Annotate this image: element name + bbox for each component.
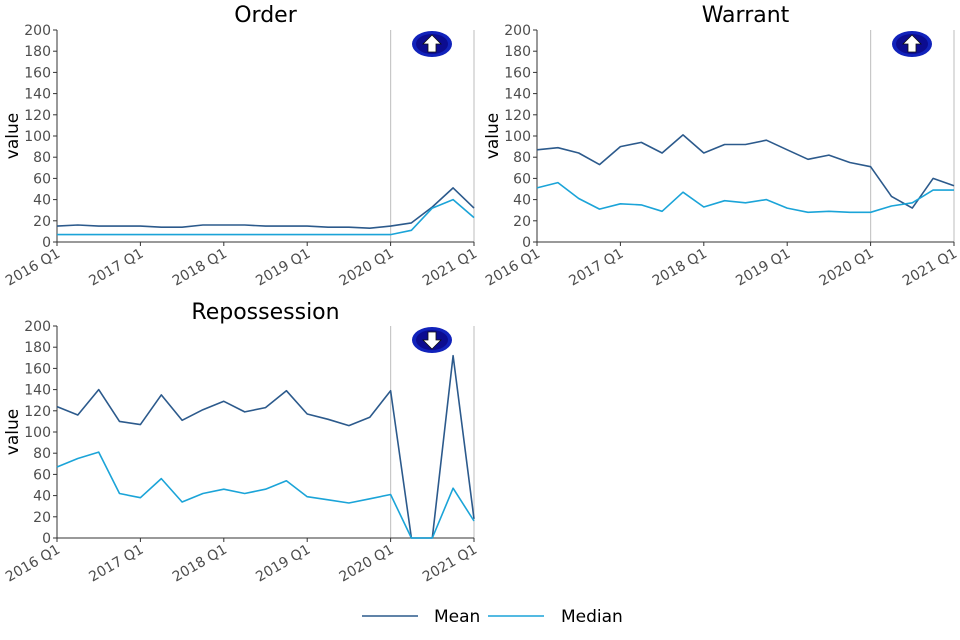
down-arrow-icon bbox=[412, 327, 452, 353]
x-tick-label: 2020 Q1 bbox=[817, 246, 877, 290]
x-tick-label: 2016 Q1 bbox=[3, 542, 63, 586]
y-tick-label: 160 bbox=[24, 65, 51, 81]
y-axis-label: value bbox=[3, 409, 23, 455]
y-tick-label: 140 bbox=[504, 87, 531, 103]
y-tick-label: 20 bbox=[513, 214, 531, 230]
x-tick-label: 2020 Q1 bbox=[337, 246, 397, 290]
y-tick-label: 180 bbox=[24, 340, 51, 356]
y-tick-label: 60 bbox=[33, 171, 51, 187]
y-tick-label: 80 bbox=[33, 150, 51, 166]
x-tick-label: 2021 Q1 bbox=[420, 246, 480, 290]
legend-label-mean: Mean bbox=[434, 607, 480, 627]
x-tick-label: 2018 Q1 bbox=[650, 246, 710, 290]
arrow-glyph bbox=[902, 34, 922, 53]
y-tick-label: 120 bbox=[504, 108, 531, 124]
up-arrow-icon bbox=[412, 31, 452, 57]
y-tick-label: 60 bbox=[33, 467, 51, 483]
y-tick-label: 100 bbox=[504, 129, 531, 145]
y-tick-label: 0 bbox=[522, 235, 531, 251]
y-tick-label: 160 bbox=[504, 65, 531, 81]
series-line-mean bbox=[536, 134, 955, 209]
panel-repossession: Repossession value 0 20 40 60 80 100 120 140 160 18… bbox=[3, 300, 480, 585]
y-tick-label: 140 bbox=[24, 383, 51, 399]
y-tick-label: 120 bbox=[24, 404, 51, 420]
panel-title: Order bbox=[234, 3, 297, 28]
x-tick-label: 2016 Q1 bbox=[3, 246, 63, 290]
series-line-mean bbox=[56, 187, 475, 229]
x-tick-label: 2016 Q1 bbox=[483, 246, 543, 290]
y-tick-label: 80 bbox=[513, 150, 531, 166]
x-tick-label: 2021 Q1 bbox=[420, 542, 480, 586]
y-axis-label: value bbox=[483, 113, 503, 159]
y-tick-label: 120 bbox=[24, 108, 51, 124]
y-tick-label: 180 bbox=[504, 44, 531, 60]
arrow-glyph bbox=[422, 34, 442, 53]
y-tick-label: 40 bbox=[33, 489, 51, 505]
y-tick-label: 200 bbox=[24, 23, 51, 39]
y-tick-label: 40 bbox=[33, 193, 51, 209]
y-tick-label: 20 bbox=[33, 510, 51, 526]
y-tick-label: 140 bbox=[24, 87, 51, 103]
y-tick-label: 180 bbox=[24, 44, 51, 60]
y-axis-label: value bbox=[3, 113, 23, 159]
y-tick-label: 100 bbox=[24, 129, 51, 145]
panel-warrant: Warrant value 0 20 40 60 80 100 120 140 160 180 200 2… bbox=[483, 3, 960, 289]
y-tick-label: 80 bbox=[33, 446, 51, 462]
series-line-median bbox=[57, 198, 475, 236]
series-line-median bbox=[536, 181, 954, 214]
x-tick-label: 2017 Q1 bbox=[86, 246, 146, 290]
y-tick-label: 40 bbox=[513, 193, 531, 209]
panel-order: Order value 0 20 40 60 80 100 120 140 160 180 200 201… bbox=[3, 3, 480, 289]
arrow-glyph bbox=[422, 331, 442, 350]
x-tick-label: 2018 Q1 bbox=[170, 542, 230, 586]
y-tick-label: 100 bbox=[24, 425, 51, 441]
x-tick-label: 2019 Q1 bbox=[253, 246, 313, 290]
x-tick-label: 2017 Q1 bbox=[86, 542, 146, 586]
y-tick-label: 200 bbox=[504, 23, 531, 39]
up-arrow-icon bbox=[892, 31, 932, 57]
legend: Mean Median bbox=[362, 607, 623, 627]
panel-title: Warrant bbox=[702, 3, 790, 28]
series-line-median bbox=[56, 451, 475, 539]
series-line-mean bbox=[56, 354, 475, 539]
x-tick-label: 2017 Q1 bbox=[566, 246, 626, 290]
x-tick-label: 2019 Q1 bbox=[733, 246, 793, 290]
x-tick-label: 2018 Q1 bbox=[170, 246, 230, 290]
y-tick-label: 200 bbox=[24, 319, 51, 335]
legend-label-median: Median bbox=[561, 607, 623, 627]
y-tick-label: 20 bbox=[33, 214, 51, 230]
y-tick-label: 0 bbox=[42, 235, 51, 251]
x-tick-label: 2020 Q1 bbox=[337, 542, 397, 586]
y-tick-label: 160 bbox=[24, 361, 51, 377]
panel-title: Repossession bbox=[191, 300, 339, 325]
y-tick-label: 0 bbox=[42, 531, 51, 547]
x-tick-label: 2021 Q1 bbox=[900, 246, 960, 290]
y-tick-label: 60 bbox=[513, 171, 531, 187]
x-tick-label: 2019 Q1 bbox=[253, 542, 313, 586]
